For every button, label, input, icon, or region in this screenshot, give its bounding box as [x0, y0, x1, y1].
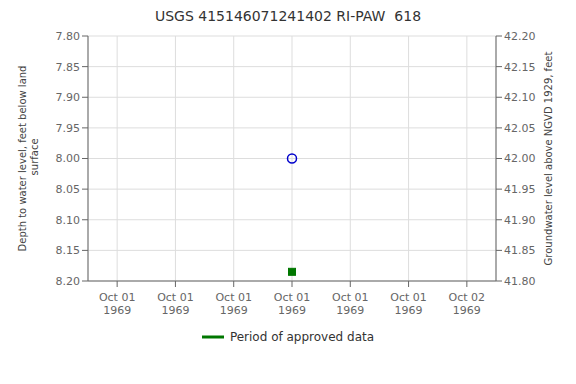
- svg-text:41.85: 41.85: [504, 244, 536, 257]
- svg-text:41.90: 41.90: [504, 214, 536, 227]
- svg-text:7.80: 7.80: [56, 30, 81, 43]
- svg-text:Oct 021969: Oct 021969: [449, 291, 486, 317]
- svg-text:7.95: 7.95: [56, 122, 81, 135]
- svg-text:42.05: 42.05: [504, 122, 536, 135]
- svg-text:Groundwater level above NGVD 1: Groundwater level above NGVD 1929, feet: [543, 52, 554, 266]
- html-text:Period of approved data: Period of approved data: [229, 330, 375, 344]
- svg-text:42.20: 42.20: [504, 30, 536, 43]
- svg-text:8.20: 8.20: [56, 275, 81, 288]
- svg-text:42.00: 42.00: [504, 152, 536, 165]
- svg-text:Oct 011969: Oct 011969: [157, 291, 194, 317]
- svg-text:7.85: 7.85: [56, 61, 81, 74]
- svg-text:8.00: 8.00: [56, 152, 81, 165]
- svg-text:Oct 011969: Oct 011969: [332, 291, 369, 317]
- svg-text:41.80: 41.80: [504, 275, 536, 288]
- svg-text:42.10: 42.10: [504, 91, 536, 104]
- svg-text:41.95: 41.95: [504, 183, 536, 196]
- svg-text:Oct 011969: Oct 011969: [274, 291, 311, 317]
- svg-text:8.10: 8.10: [56, 214, 81, 227]
- svg-text:Oct 011969: Oct 011969: [99, 291, 136, 317]
- svg-text:Oct 011969: Oct 011969: [390, 291, 427, 317]
- svg-text:Oct 011969: Oct 011969: [215, 291, 252, 317]
- svg-text:Depth to water level, feet bel: Depth to water level, feet below land su…: [17, 66, 40, 252]
- html-text:USGS 415146071241402 RI-PAW 61: USGS 415146071241402 RI-PAW 618: [154, 8, 421, 24]
- svg-text:8.15: 8.15: [56, 244, 81, 257]
- svg-text:42.15: 42.15: [504, 61, 536, 74]
- svg-text:7.90: 7.90: [56, 91, 81, 104]
- svg-text:8.05: 8.05: [56, 183, 81, 196]
